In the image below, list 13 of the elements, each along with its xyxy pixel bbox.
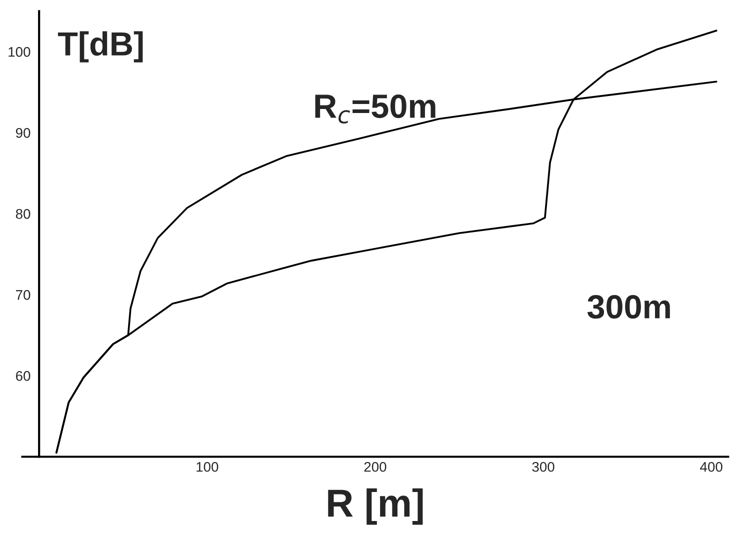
- y-axis-title: T[dB]: [58, 31, 143, 62]
- x-axis-title: R [m]: [328, 488, 423, 525]
- y-tick-label: 60: [16, 371, 30, 381]
- x-tick-label: 100: [196, 462, 218, 472]
- y-tick-label: 100: [8, 46, 30, 57]
- x-tick-label: 300: [532, 462, 554, 472]
- x-tick-label: 400: [700, 462, 722, 472]
- text: 300m: [587, 295, 670, 319]
- y-tick-label: 80: [16, 209, 30, 219]
- x-tick-label: 200: [364, 462, 386, 472]
- series-label: R$_{c}$=50m: [315, 94, 436, 124]
- y-tick-label: 90: [16, 128, 30, 138]
- y-tick-label: 70: [16, 290, 30, 300]
